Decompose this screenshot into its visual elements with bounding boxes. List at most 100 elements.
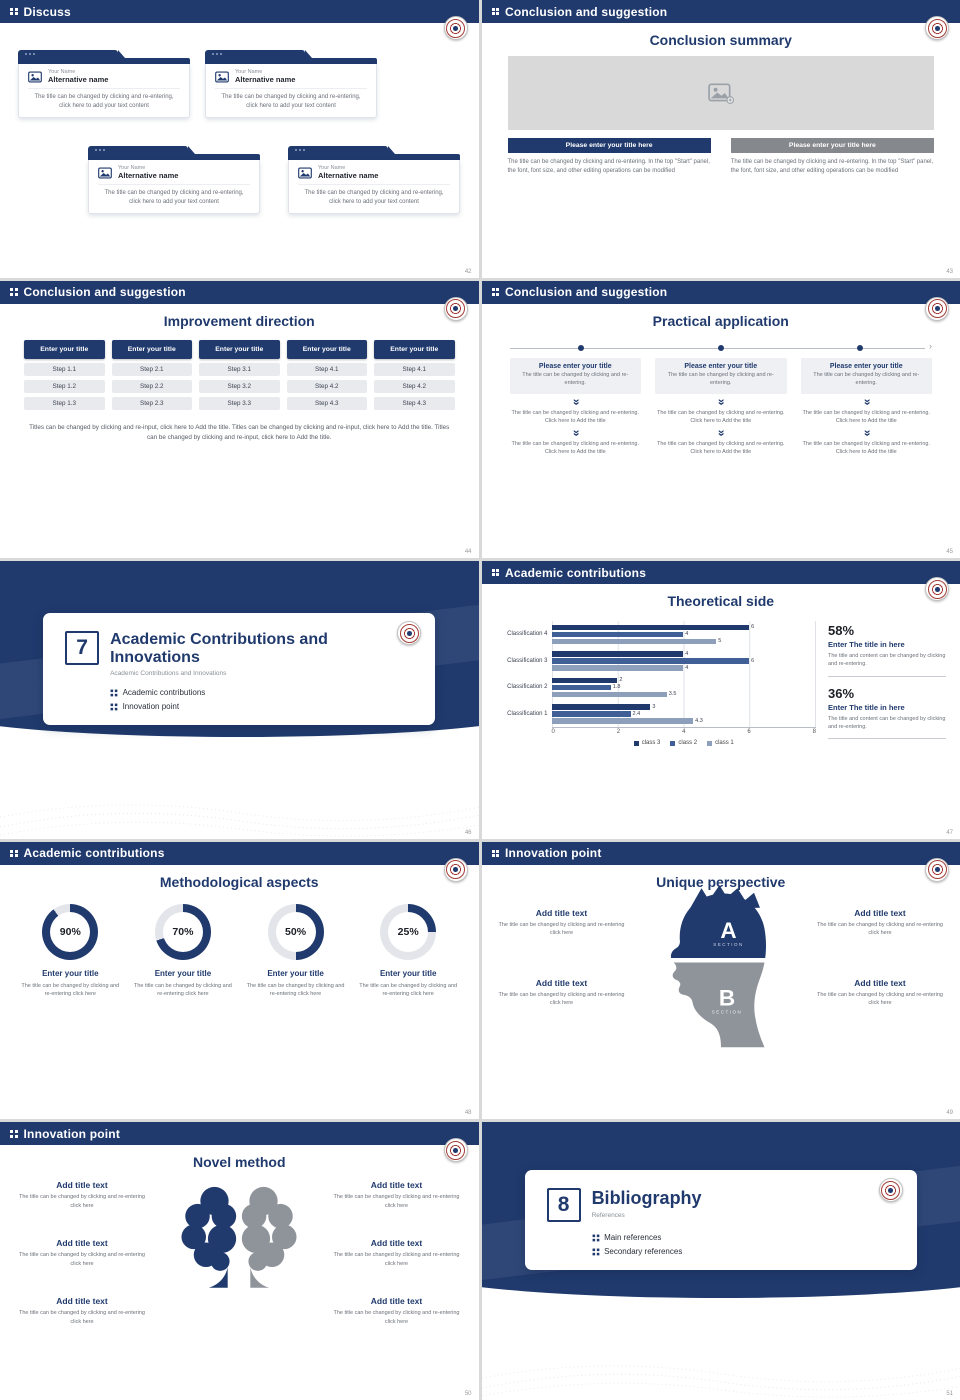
slide-50[interactable]: Innovation point Novel method Add title …	[0, 1122, 479, 1400]
enter-title-button: Enter your title	[374, 339, 455, 359]
step-cell: Step 3.2	[199, 379, 280, 393]
bar-value-label: 2.4	[632, 710, 641, 717]
bar-class-1	[551, 718, 694, 724]
grid-icon	[110, 689, 117, 696]
slide-header-title: Academic contributions	[23, 846, 165, 861]
card-text: The title can be changed by clicking and…	[104, 190, 244, 205]
slide-title: Novel method	[192, 1154, 286, 1171]
step-cell: Step 1.1	[24, 362, 105, 376]
item-text: The title can be changed by clicking and…	[817, 991, 943, 1007]
grid-icon	[10, 288, 18, 296]
slide-header: Conclusion and suggestion	[481, 0, 960, 23]
bar-value-label: 6	[751, 624, 755, 631]
slide-44[interactable]: Conclusion and suggestion Improvement di…	[0, 280, 479, 559]
slide-45[interactable]: Conclusion and suggestion Practical appl…	[481, 280, 960, 559]
slide-42[interactable]: Discuss Your Name Alternative name The t…	[0, 0, 479, 278]
step-cell: Step 2.3	[111, 396, 192, 410]
title-box: Please enter your title The title can be…	[800, 357, 932, 394]
slide-title: Unique perspective	[656, 873, 786, 890]
enter-title-button: Enter your title	[286, 339, 367, 359]
description-text: The title can be changed by clicking and…	[657, 441, 785, 456]
page-number: 50	[464, 1391, 472, 1397]
bar-chart-plot: Classification 4 6 4 5 Classification 3 4 6 4 Cl…	[496, 621, 816, 728]
stats-panel: 58% Enter The title in here The title an…	[828, 621, 946, 748]
description-text: The title can be changed by clicking and…	[511, 409, 640, 424]
double-chevron-down-icon: «	[568, 398, 583, 405]
slide-header: Innovation point	[481, 841, 960, 865]
grid-icon	[491, 7, 499, 16]
university-seal-logo	[925, 16, 949, 40]
bar-class-2	[551, 631, 684, 638]
footer-text: Titles can be changed by clicking and re…	[29, 423, 450, 441]
slide-51[interactable]: 8 Bibliography References Main reference…	[481, 1122, 960, 1400]
double-chevron-down-icon: «	[713, 398, 728, 405]
section-b-label: SECTION	[711, 1009, 742, 1014]
page-number: 42	[464, 268, 472, 275]
bar-value-label: 4	[685, 631, 689, 638]
bar-value-label: 1.8	[612, 684, 621, 691]
description-text: The title can be changed by clicking and…	[507, 159, 710, 174]
step-column: Enter your title Step 4.1 Step 4.2 Step …	[374, 339, 455, 410]
item-title: Add title text	[370, 1180, 423, 1191]
university-seal-logo	[878, 1178, 903, 1203]
brain-graphic	[181, 1187, 297, 1289]
bar-value-label: 6	[751, 657, 755, 664]
university-seal-logo	[397, 621, 422, 646]
stat-block: 36% Enter The title in here The title an…	[828, 686, 946, 740]
agenda-label: Main references	[604, 1233, 662, 1243]
bar-class-1	[551, 691, 667, 698]
university-seal-logo	[443, 16, 468, 40]
image-icon	[98, 167, 112, 178]
titled-item: Add title text The title can be changed …	[331, 1296, 463, 1326]
title-box: Please enter your title The title can be…	[509, 357, 641, 394]
item-text: The title can be changed by clicking and…	[333, 1194, 460, 1209]
donut-chart: 25%	[380, 903, 437, 960]
donut-chart: 90%	[42, 903, 99, 960]
cover-card: 8 Bibliography References Main reference…	[524, 1170, 917, 1271]
slide-title: Methodological aspects	[159, 873, 319, 890]
titled-item: Add title text The title can be changed …	[814, 908, 946, 938]
step-column: Enter your title Step 4.1 Step 4.2 Step …	[286, 339, 367, 410]
x-tick-label: 0	[551, 729, 555, 736]
slide-47[interactable]: Academic contributions Theoretical side …	[481, 561, 960, 839]
grid-icon	[10, 849, 18, 858]
card-alternative-name: Alternative name	[235, 75, 296, 84]
item-title: Add title text	[56, 1180, 108, 1191]
agenda-item: Academic contributions	[110, 688, 413, 697]
agenda-item: Main references	[592, 1233, 895, 1242]
head-silhouette: A SECTION B SECTION	[670, 885, 766, 1048]
title-bar: Please enter your title here	[730, 138, 934, 153]
donut-percentage: 50%	[285, 925, 307, 938]
slide-48[interactable]: Academic contributions Methodological as…	[0, 841, 479, 1120]
titled-item: Add title text The title can be changed …	[16, 1296, 148, 1326]
timeline-line	[509, 347, 925, 349]
item-text: The title can be changed by clicking and…	[817, 921, 943, 937]
item-title: Add title text	[535, 977, 588, 988]
section-subtitle: Academic Contributions and Innovations	[110, 670, 227, 677]
bar-class-2	[551, 684, 611, 691]
legend-item: class 2	[670, 740, 697, 746]
step-column: Enter your title Step 2.1 Step 2.2 Step …	[111, 339, 192, 410]
titled-item: Add title text The title can be changed …	[331, 1180, 463, 1210]
slide-header-title: Academic contributions	[505, 565, 647, 580]
bar-class-3	[551, 624, 750, 631]
donut-text: The title can be changed by clicking and…	[246, 982, 345, 998]
slide-43[interactable]: Conclusion and suggestion Conclusion sum…	[481, 0, 960, 278]
title-bar: Please enter your title here	[507, 138, 711, 153]
page-number: 47	[946, 829, 953, 836]
folder-card: Your Name Alternative name The title can…	[18, 50, 190, 118]
legend-item: class 1	[707, 740, 734, 746]
description-text: The title can be changed by clicking and…	[657, 409, 785, 424]
folder-tab	[288, 146, 395, 154]
x-tick-label: 8	[812, 729, 816, 736]
slide-46[interactable]: 7 Academic Contributions and Innovations…	[0, 561, 479, 839]
page-number: 45	[946, 549, 953, 556]
timeline-dot	[717, 345, 724, 352]
slide-49[interactable]: Innovation point Unique perspective A SE…	[481, 841, 960, 1120]
slide-title: Improvement direction	[163, 312, 315, 329]
card-alternative-name: Alternative name	[48, 75, 109, 84]
agenda-label: Innovation point	[122, 702, 180, 711]
card-your-name: Your Name	[318, 165, 346, 171]
donut-block: 90% Enter your title The title can be ch…	[20, 903, 121, 999]
